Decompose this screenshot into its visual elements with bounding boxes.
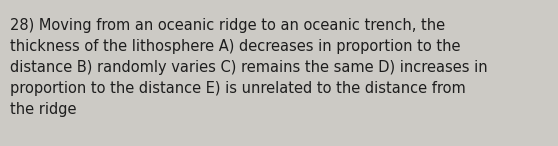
- Text: 28) Moving from an oceanic ridge to an oceanic trench, the
thickness of the lith: 28) Moving from an oceanic ridge to an o…: [10, 18, 488, 117]
